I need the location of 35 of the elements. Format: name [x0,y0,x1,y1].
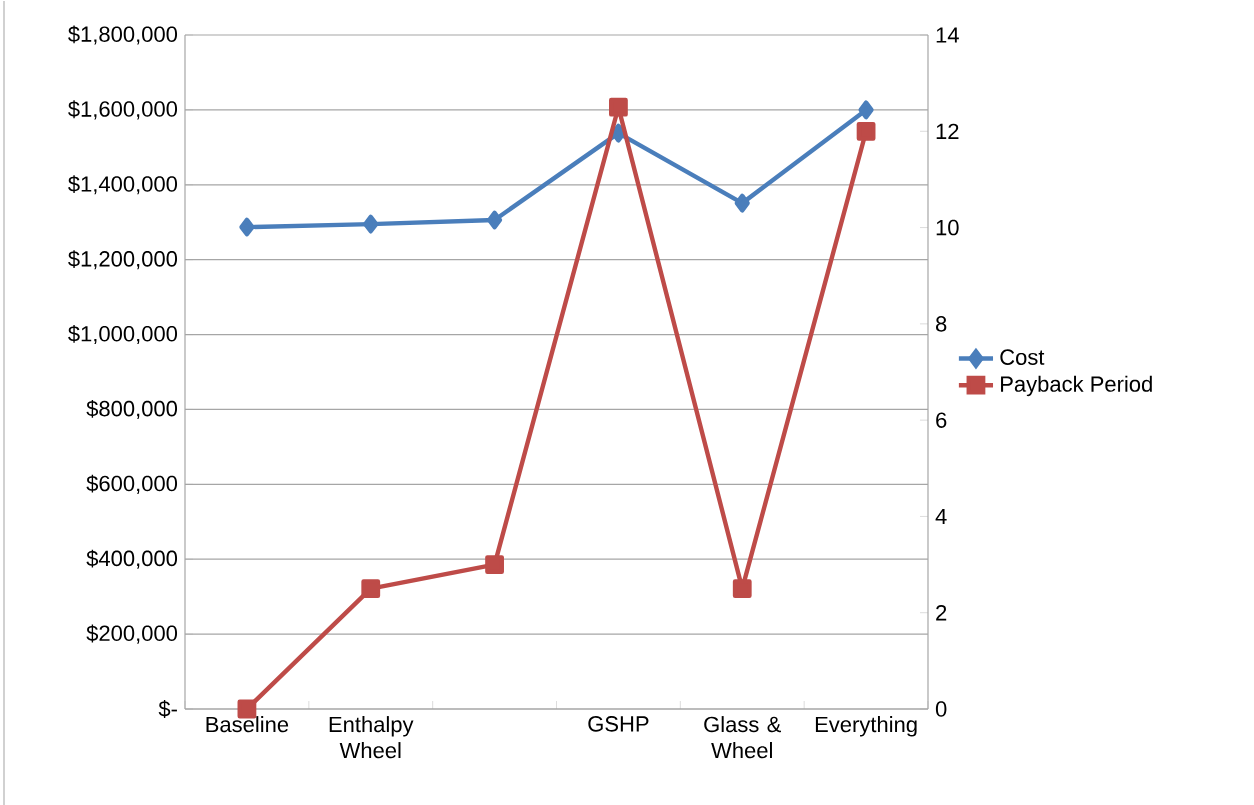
x-tick-label: Baseline [206,716,289,733]
legend-label: Cost [1000,349,1045,365]
y2-tick-label: 12 [936,123,959,139]
y-tick-label: $800,000 [86,399,178,420]
point [732,579,752,599]
point [858,100,874,120]
y-tick-label: $600,000 [86,474,178,494]
y-tick-label: $1,800,000 [68,25,178,45]
y2-tick-label: 2 [936,605,947,621]
y-tick-label: $- [158,700,177,718]
y2-tick-label: 0 [935,701,947,717]
y-tick-label: $1,600,000 [68,100,178,120]
y2-tick-label: 8 [936,316,947,332]
y-tick-label: $1,400,000 [68,175,178,195]
y2-tick-label: 6 [936,412,947,428]
point [856,121,876,141]
point [239,217,255,237]
y-tick-label: $200,000 [86,624,178,644]
legend-label: Payback Period [1001,375,1152,397]
x-tick-label: Everything [815,716,917,737]
y-tick-label: $1,000,000 [68,325,178,345]
y2-tick-label: 4 [935,508,947,524]
x-tick-label: GSHP [588,716,649,732]
y-tick-label: $400,000 [86,549,178,569]
point [485,555,504,574]
point [609,97,628,117]
point [361,579,381,599]
y2-tick-label: 10 [936,219,959,236]
point [363,214,379,234]
x-tick-label: Enthalpy Wheel [329,716,414,759]
y-tick-label: $1,200,000 [68,250,178,270]
point [486,210,503,230]
y2-tick-label: 14 [936,27,959,43]
x-tick-label: Glass & Wheel [704,716,782,759]
point [734,193,750,213]
